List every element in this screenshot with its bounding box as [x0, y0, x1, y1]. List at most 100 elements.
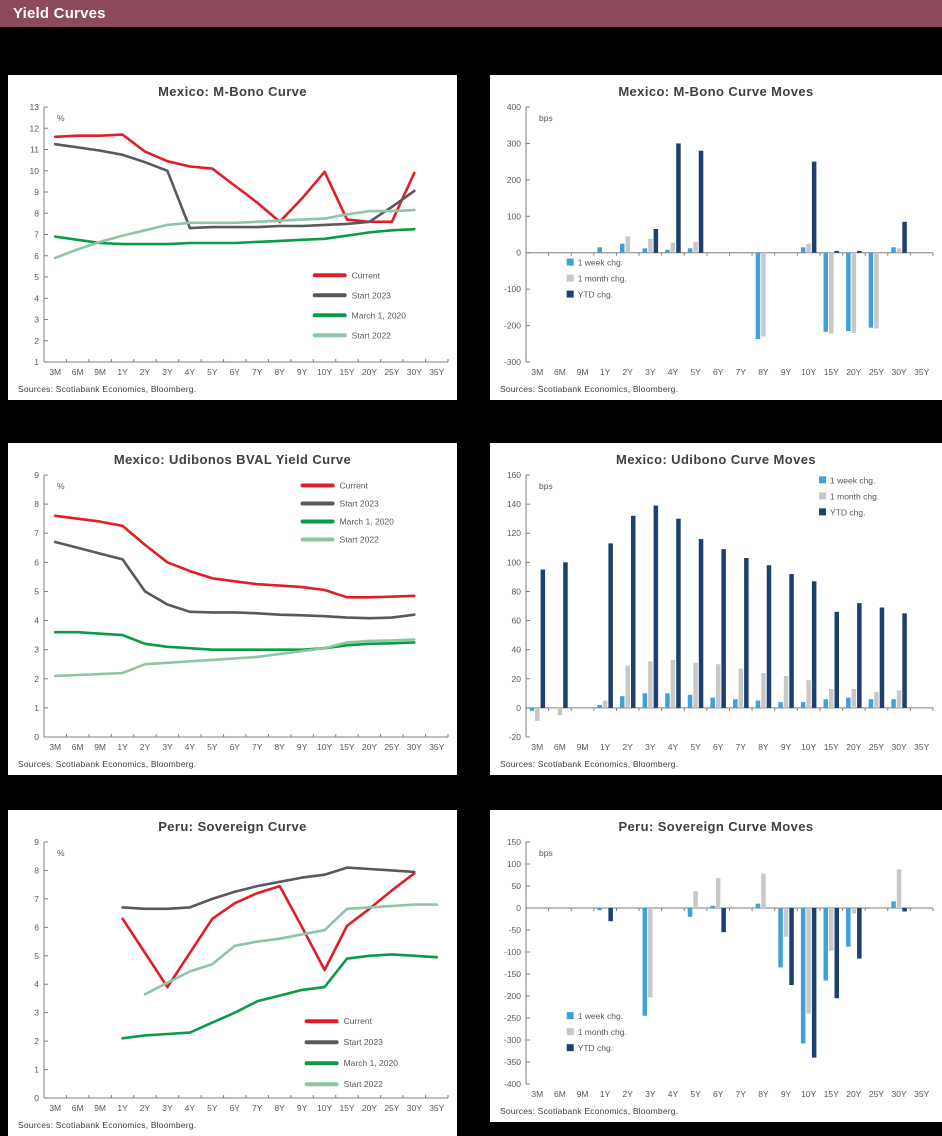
- bar-bar_gray: [829, 689, 834, 708]
- svg-text:1Y: 1Y: [600, 742, 611, 752]
- peru-curve-plot: 9 8 7 6 5 4 3 2 1 0 3M 6M 9M 1Y 2Y 3Y 4Y 5Y 6Y 7Y 8Y 9Y 10Y 15Y…: [34, 837, 449, 1113]
- bar-navy: [811, 908, 817, 1058]
- svg-text:15Y: 15Y: [824, 367, 839, 377]
- bar-light_blue: [800, 702, 806, 708]
- svg-text:5Y: 5Y: [207, 742, 218, 752]
- chart-title: Mexico: M-Bono Curve Moves: [618, 84, 814, 99]
- legend-swatch: [566, 258, 574, 266]
- svg-text:150: 150: [507, 837, 521, 847]
- svg-text:30Y: 30Y: [407, 742, 422, 752]
- svg-text:5: 5: [34, 272, 39, 282]
- bar-light_blue: [755, 700, 761, 708]
- svg-text:%: %: [57, 481, 65, 491]
- page-title: Yield Curves: [13, 5, 106, 22]
- bar-light_blue: [665, 693, 670, 708]
- svg-text:-300: -300: [504, 357, 521, 367]
- chart-panel-udibono-moves: Mexico: Udibono Curve Moves 160 140 120 100…: [490, 443, 942, 775]
- bar-light_blue: [868, 252, 874, 328]
- bar-navy: [902, 221, 907, 253]
- legend-label: YTD chg.: [578, 1043, 613, 1053]
- svg-text:5Y: 5Y: [690, 742, 701, 752]
- svg-text:-300: -300: [504, 1035, 521, 1045]
- bar-navy: [653, 229, 659, 253]
- svg-text:9M: 9M: [94, 1103, 106, 1113]
- bar-bar_gray: [670, 242, 676, 253]
- svg-text:6Y: 6Y: [713, 1089, 724, 1099]
- svg-text:100: 100: [507, 557, 521, 567]
- legend-label: 1 week chg.: [578, 258, 623, 268]
- bar-navy: [902, 613, 907, 708]
- svg-text:30Y: 30Y: [892, 742, 907, 752]
- bar-bar_gray: [693, 891, 698, 908]
- svg-text:2Y: 2Y: [140, 742, 151, 752]
- svg-text:6Y: 6Y: [713, 367, 724, 377]
- svg-text:10Y: 10Y: [801, 1089, 816, 1099]
- series-line-dark_gray: [53, 540, 416, 620]
- svg-text:20Y: 20Y: [846, 1089, 861, 1099]
- series-line-red: [53, 133, 416, 224]
- bar-navy: [834, 250, 839, 253]
- bar-light_blue: [642, 908, 648, 1016]
- source-note: Sources: Scotiabank Economics, Bloomberg…: [18, 1120, 197, 1130]
- svg-text:4Y: 4Y: [668, 742, 679, 752]
- chart-panel-udibonos-curve: Mexico: Udibonos BVAL Yield Curve 9 8 7 6 5 4…: [8, 443, 457, 775]
- bar-light_blue: [868, 699, 874, 708]
- svg-text:25Y: 25Y: [384, 742, 399, 752]
- bar-bar_gray: [806, 243, 811, 253]
- svg-text:300: 300: [507, 138, 521, 148]
- bar-bar_gray: [851, 252, 857, 333]
- series: [529, 505, 907, 721]
- svg-text:25Y: 25Y: [384, 1103, 399, 1113]
- svg-text:4Y: 4Y: [185, 742, 196, 752]
- legend-label: Start 2023: [340, 498, 379, 508]
- bar-navy: [698, 539, 704, 708]
- source-note: Sources: Scotiabank Economics, Bloomberg…: [500, 384, 679, 394]
- bar-light_blue: [778, 908, 783, 968]
- svg-text:-400: -400: [504, 1079, 521, 1089]
- bar-bar_gray: [715, 878, 721, 908]
- svg-text:35Y: 35Y: [429, 1103, 444, 1113]
- bar-navy: [857, 908, 862, 959]
- svg-text:15Y: 15Y: [824, 742, 839, 752]
- series: [597, 143, 907, 339]
- svg-text:35Y: 35Y: [914, 742, 929, 752]
- svg-text:6M: 6M: [554, 367, 566, 377]
- bar-light_blue: [642, 248, 648, 253]
- mbono-moves-plot: 400 300 200 100 0 -100 -200 -300 3M 6M 9M 1Y 2Y 3Y 4Y 5…: [504, 102, 934, 377]
- svg-text:7Y: 7Y: [736, 742, 747, 752]
- svg-text:9M: 9M: [577, 742, 589, 752]
- svg-text:6: 6: [34, 251, 39, 261]
- series: [53, 133, 416, 260]
- series-line-red: [53, 514, 416, 599]
- svg-text:2: 2: [34, 336, 39, 346]
- svg-text:0: 0: [34, 1093, 39, 1103]
- svg-text:8: 8: [34, 865, 39, 875]
- bar-bar_gray: [783, 675, 789, 708]
- bar-navy: [879, 607, 885, 708]
- chart-panel-mbono-moves: Mexico: M-Bono Curve Moves 400 300 200 100 0…: [490, 75, 942, 400]
- chart-title: Mexico: Udibono Curve Moves: [615, 452, 817, 467]
- svg-text:13: 13: [30, 102, 40, 112]
- legend-swatch: [566, 274, 574, 282]
- bar-light_blue: [687, 694, 693, 708]
- svg-text:200: 200: [507, 175, 521, 185]
- svg-text:15Y: 15Y: [339, 742, 354, 752]
- legend: Current Start 2023 March 1, 2020 Start 2022: [300, 480, 394, 544]
- udibono-moves-plot: 160 140 120 100 80 60 40 20 0 -20 3M 6M 9M 1Y 2Y 3Y 4Y 5Y…: [507, 470, 934, 752]
- bar-bar_gray: [648, 908, 653, 998]
- bar-bar_gray: [602, 700, 608, 708]
- svg-text:8Y: 8Y: [274, 1103, 285, 1113]
- legend-swatch: [819, 476, 827, 484]
- bar-bar_gray: [874, 252, 879, 329]
- svg-text:9M: 9M: [577, 1089, 589, 1099]
- bar-light_blue: [710, 905, 715, 908]
- bar-navy: [811, 161, 817, 253]
- svg-text:1: 1: [34, 357, 39, 367]
- svg-text:120: 120: [507, 528, 521, 538]
- bar-navy: [857, 603, 862, 708]
- legend-label: 1 month chg.: [578, 1027, 627, 1037]
- svg-text:20Y: 20Y: [362, 1103, 377, 1113]
- legend: 1 week chg. 1 month chg. YTD chg.: [819, 475, 879, 517]
- bar-light_blue: [846, 252, 851, 331]
- svg-text:3Y: 3Y: [162, 367, 173, 377]
